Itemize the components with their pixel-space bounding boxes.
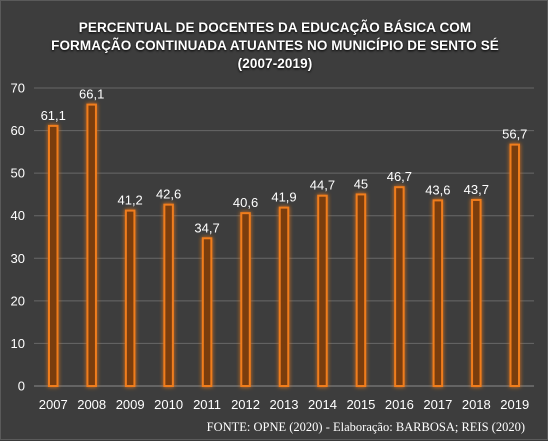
bar-2015: [355, 193, 367, 387]
x-tick-label: 2009: [116, 397, 145, 412]
bar-2016: [394, 186, 405, 387]
chart-title: PERCENTUAL DE DOCENTES DA EDUCAÇÃO BÁSIC…: [1, 19, 548, 73]
chart-title-line-3: (2007-2019): [237, 56, 313, 71]
y-axis-ticks: 0 10 20 30 40 50 60 70: [11, 81, 25, 394]
y-tick-label: 70: [11, 81, 25, 96]
data-label-2013: 41,9: [271, 190, 296, 205]
data-label-2012: 40,6: [233, 195, 258, 210]
data-label-2016: 46,7: [387, 169, 412, 184]
bar-2010: [163, 203, 174, 387]
x-tick-label: 2017: [423, 397, 452, 412]
data-label-2011: 34,7: [194, 220, 219, 235]
x-tick-label: 2010: [154, 397, 183, 412]
data-labels: 61,1 66,1 41,2 42,6 34,7 40,6 41,9 44,7 45 46,7 43…: [41, 87, 528, 236]
x-tick-label: 2007: [39, 397, 68, 412]
bar-2008: [86, 103, 97, 388]
x-tick-label: 2013: [270, 397, 299, 412]
bar-2017: [432, 199, 444, 387]
data-label-2017: 43,6: [425, 182, 450, 197]
chart-title-line-1: PERCENTUAL DE DOCENTES DA EDUCAÇÃO BÁSIC…: [78, 20, 472, 35]
x-axis-ticks: 2007 2008 2009 2010 2011 2012 2013 2014 2015 2016…: [39, 397, 529, 412]
source-note: FONTE: OPNE (2020) - Elaboração: BARBOSA…: [206, 420, 525, 434]
x-tick-label: 2015: [346, 397, 375, 412]
chart-title-line-2: FORMAÇÃO CONTINUADA ATUANTES NO MUNICÍPI…: [51, 38, 499, 53]
data-label-2018: 43,7: [464, 182, 489, 197]
bar-2009: [124, 209, 136, 387]
x-tick-label: 2014: [308, 397, 337, 412]
y-tick-label: 30: [11, 251, 25, 266]
bar-2014: [317, 194, 328, 387]
bar-2012: [240, 212, 251, 387]
y-tick-label: 10: [11, 336, 25, 351]
y-tick-label: 50: [11, 166, 25, 181]
data-label-2015: 45: [354, 176, 368, 191]
bar-2019: [509, 143, 521, 387]
x-tick-label: 2012: [231, 397, 260, 412]
bar-2011: [201, 237, 213, 387]
y-tick-label: 20: [11, 293, 25, 308]
data-label-2010: 42,6: [156, 187, 181, 202]
data-label-2007: 61,1: [41, 108, 66, 123]
x-tick-label: 2019: [500, 397, 529, 412]
y-tick-label: 0: [18, 379, 25, 394]
bars: [47, 103, 521, 388]
bar-2018: [471, 198, 482, 387]
data-label-2008: 66,1: [79, 87, 104, 102]
y-tick-label: 40: [11, 208, 25, 223]
x-tick-label: 2018: [462, 397, 491, 412]
x-tick-label: 2011: [193, 397, 221, 412]
x-tick-label: 2008: [77, 397, 106, 412]
data-label-2019: 56,7: [502, 127, 527, 142]
data-label-2009: 41,2: [117, 193, 142, 208]
bar-2013: [278, 206, 290, 387]
y-tick-label: 60: [11, 123, 25, 138]
bar-2007: [47, 124, 59, 387]
data-label-2014: 44,7: [310, 178, 335, 193]
x-tick-label: 2016: [385, 397, 414, 412]
